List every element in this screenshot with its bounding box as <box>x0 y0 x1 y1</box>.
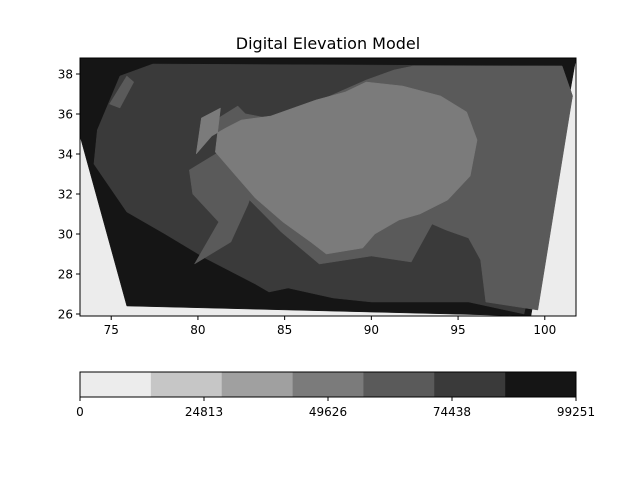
chart-title: Digital Elevation Model <box>236 34 420 53</box>
colorbar-band-2 <box>150 372 223 397</box>
colorbar-tick-label: 99251 <box>557 405 595 419</box>
y-tick-label: 26 <box>58 308 73 322</box>
x-tick-label: 80 <box>190 323 205 337</box>
y-tick-label: 28 <box>58 268 73 282</box>
x-tick-label: 85 <box>277 323 292 337</box>
elevation-regions <box>80 58 576 316</box>
colorbar-band-6 <box>434 372 506 397</box>
y-tick-label: 34 <box>58 148 73 162</box>
colorbar-tick-label: 74438 <box>433 405 471 419</box>
colorbar-ticks: 0 24813 49626 74438 99251 <box>76 397 595 419</box>
elevation-region-4 <box>109 75 135 109</box>
x-tick-label: 90 <box>364 323 379 337</box>
colorbar-band-3 <box>221 372 293 397</box>
x-tick-label: 100 <box>533 323 556 337</box>
y-tick-label: 36 <box>58 108 73 122</box>
plot-frame <box>79 57 577 317</box>
elevation-region-6 <box>195 81 478 255</box>
x-tick-label: 95 <box>450 323 465 337</box>
y-tick-label: 30 <box>58 228 73 242</box>
colorbar <box>80 372 577 397</box>
x-axis: 75 80 85 90 95 100 <box>104 316 556 337</box>
colorbar-tick-label: 24813 <box>185 405 223 419</box>
colorbar-tick-label: 49626 <box>309 405 347 419</box>
y-axis: 26 28 30 32 34 36 38 <box>58 68 80 322</box>
colorbar-band-5 <box>363 372 435 397</box>
colorbar-band-1 <box>80 372 152 397</box>
x-tick-label: 75 <box>104 323 119 337</box>
colorbar-band-4 <box>292 372 364 397</box>
colorbar-band-7 <box>505 372 577 397</box>
y-tick-label: 32 <box>58 188 73 202</box>
y-tick-label: 38 <box>58 68 73 82</box>
colorbar-tick-label: 0 <box>76 405 84 419</box>
